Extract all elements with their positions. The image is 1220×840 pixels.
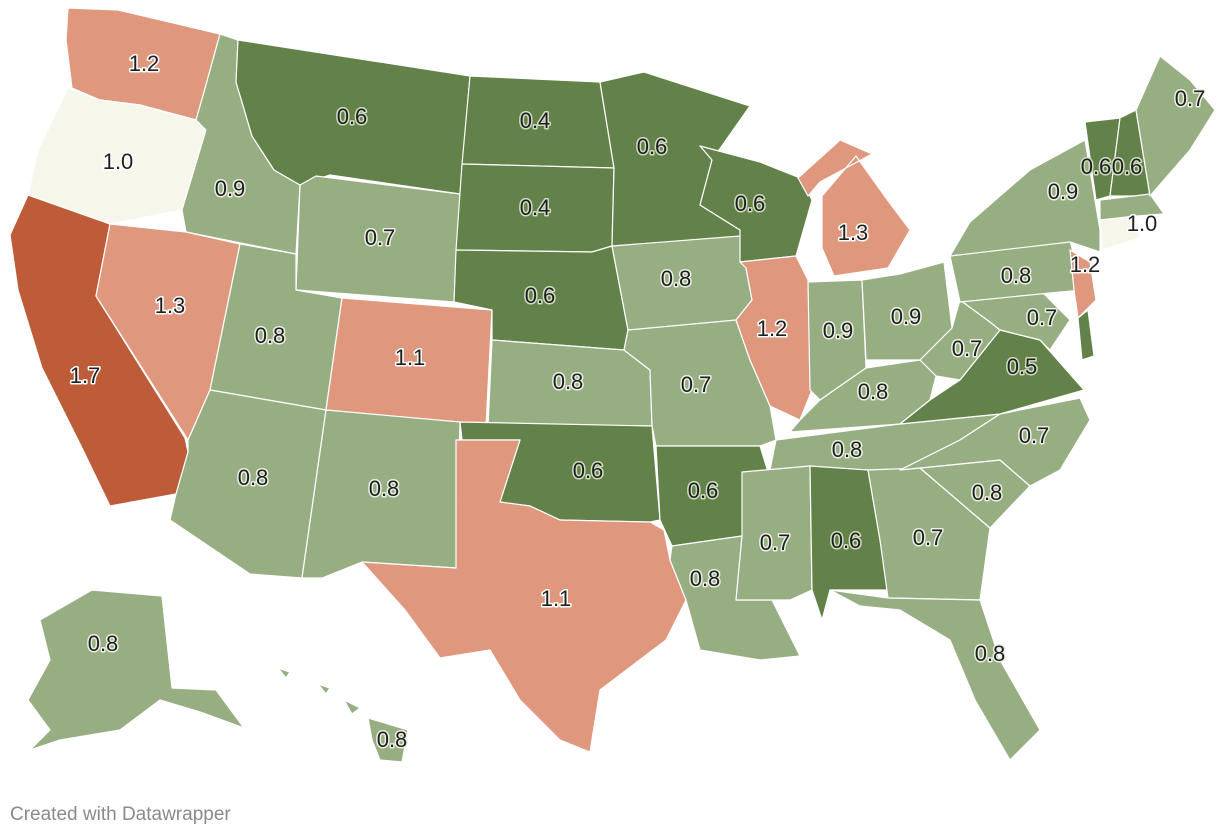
state-label-ky: 0.8	[858, 379, 889, 404]
datawrapper-credit: Created with Datawrapper	[10, 804, 231, 825]
state-mi	[797, 139, 911, 277]
state-nj	[1069, 249, 1097, 319]
state-wy	[295, 175, 461, 303]
state-label-wv: 0.7	[952, 336, 983, 361]
state-label-md: 0.7	[1027, 305, 1058, 330]
state-label-me: 0.7	[1175, 86, 1206, 111]
state-label-mn: 0.6	[637, 134, 668, 159]
state-label-ct: 1.0	[1127, 211, 1158, 236]
state-label-or: 1.0	[103, 149, 134, 174]
state-hi	[277, 667, 409, 763]
state-label-ca: 1.7	[70, 363, 101, 388]
state-de	[1077, 309, 1095, 361]
state-label-co: 1.1	[395, 345, 426, 370]
state-label-mi: 1.3	[838, 220, 869, 245]
state-ak	[27, 589, 245, 751]
state-label-ne: 0.6	[525, 283, 556, 308]
state-value-labels: 1.2 1.0 1.7 0.9 1.3 0.6 0.7 0.8 0.8 1.1 0.8 0.4 0.4 0…	[68, 49, 1207, 753]
state-label-va: 0.5	[1007, 354, 1038, 379]
state-label-ms: 0.7	[760, 530, 791, 555]
state-label-wi: 0.6	[735, 191, 766, 216]
state-label-mo: 0.7	[681, 372, 712, 397]
state-label-wa: 1.2	[129, 51, 160, 76]
state-tx	[361, 439, 687, 753]
state-label-nv: 1.3	[155, 293, 186, 318]
state-label-oh: 0.9	[891, 304, 922, 329]
state-label-sc: 0.8	[972, 480, 1003, 505]
state-label-ut: 0.8	[255, 323, 286, 348]
state-label-ga: 0.7	[913, 525, 944, 550]
state-label-hi: 0.8	[377, 727, 408, 752]
state-label-vt: 0.6	[1081, 154, 1112, 179]
state-label-ak: 0.8	[88, 631, 119, 656]
state-ma	[1099, 193, 1165, 221]
state-label-wy: 0.7	[365, 225, 396, 250]
state-me	[1135, 55, 1216, 197]
state-label-nm: 0.8	[369, 476, 400, 501]
state-nc	[899, 397, 1091, 487]
state-label-id: 0.9	[215, 176, 246, 201]
state-label-az: 0.8	[238, 465, 269, 490]
state-fl	[829, 589, 1041, 761]
state-ny	[949, 139, 1101, 257]
state-il	[735, 255, 813, 421]
state-label-nj: 1.2	[1070, 252, 1101, 277]
state-label-nd: 0.4	[520, 108, 551, 133]
state-label-tn: 0.8	[832, 437, 863, 462]
state-label-il: 1.2	[757, 316, 788, 341]
state-label-nh: 0.6	[1112, 154, 1143, 179]
state-label-in: 0.9	[823, 318, 854, 343]
state-label-ok: 0.6	[573, 458, 604, 483]
state-label-sd: 0.4	[520, 195, 551, 220]
state-label-ar: 0.6	[688, 478, 719, 503]
state-label-fl: 0.8	[975, 641, 1006, 666]
state-md	[959, 289, 1071, 351]
state-shapes	[9, 7, 1216, 763]
state-label-ia: 0.8	[661, 266, 692, 291]
state-label-nc: 0.7	[1019, 423, 1050, 448]
state-label-tx: 1.1	[541, 586, 572, 611]
state-label-mt: 0.6	[337, 104, 368, 129]
state-label-pa: 0.8	[1001, 263, 1032, 288]
state-label-ny: 0.9	[1048, 179, 1079, 204]
state-label-la: 0.8	[690, 566, 721, 591]
state-label-al: 0.6	[831, 528, 862, 553]
state-label-ks: 0.8	[553, 369, 584, 394]
